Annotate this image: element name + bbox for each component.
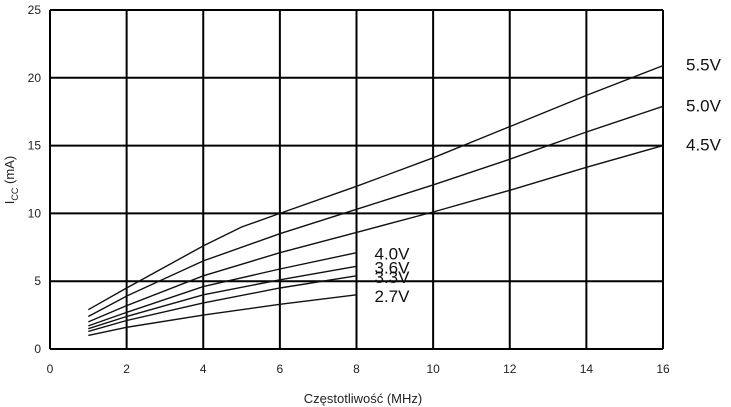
- x-tick-label: 2: [123, 362, 130, 376]
- series-line-4.0V: [88, 252, 357, 327]
- series-labels: 5.5V 5.0V 4.5V 4.0V3.6V3.3V2.7V: [375, 56, 722, 306]
- y-tick-label: 25: [28, 3, 42, 17]
- series-lines: [87, 64, 664, 337]
- x-tick-label: 8: [353, 362, 360, 376]
- y-axis-title-main: I: [2, 201, 17, 205]
- y-tick-label: 15: [28, 139, 42, 153]
- x-tick-label: 10: [426, 362, 440, 376]
- y-tick-label: 20: [28, 71, 42, 85]
- x-tick-label: 16: [656, 362, 670, 376]
- series-line-4.5V: [88, 144, 664, 323]
- y-tick-label: 0: [34, 342, 41, 356]
- y-tick-label: 5: [34, 274, 41, 288]
- x-tick-label: 0: [47, 362, 54, 376]
- y-axis-title: ICC (mA): [2, 156, 20, 204]
- x-tick-label: 14: [580, 362, 594, 376]
- y-axis-title-sub: CC: [10, 187, 20, 200]
- series-label: 4.0V: [375, 245, 411, 264]
- x-axis-title: Częstotliwość (MHz): [304, 391, 422, 406]
- x-tick-label: 4: [200, 362, 207, 376]
- y-axis-title-unit: (mA): [2, 156, 17, 188]
- series-line-5.0V: [87, 105, 664, 318]
- series-label: 5.0V: [686, 96, 722, 115]
- x-tick-label: 6: [277, 362, 284, 376]
- series-label: 2.7V: [375, 287, 411, 306]
- series-label: 4.5V: [686, 136, 722, 155]
- series-line-3.6V: [88, 265, 357, 330]
- series-line-2.7V: [88, 294, 357, 337]
- series-label: 5.5V: [686, 56, 722, 75]
- y-tick-label: 10: [28, 206, 42, 220]
- series-label: 3.3V: [375, 268, 411, 287]
- grid: [49, 9, 664, 350]
- series-line-5.5V: [87, 64, 664, 311]
- series-line-3.3V: [88, 275, 357, 333]
- series-label: 3.6V: [375, 258, 411, 277]
- tick-labels: 0 2 4 6 8 10 12 14 16 0 5 10 15 20 25: [28, 3, 670, 376]
- x-tick-label: 12: [503, 362, 517, 376]
